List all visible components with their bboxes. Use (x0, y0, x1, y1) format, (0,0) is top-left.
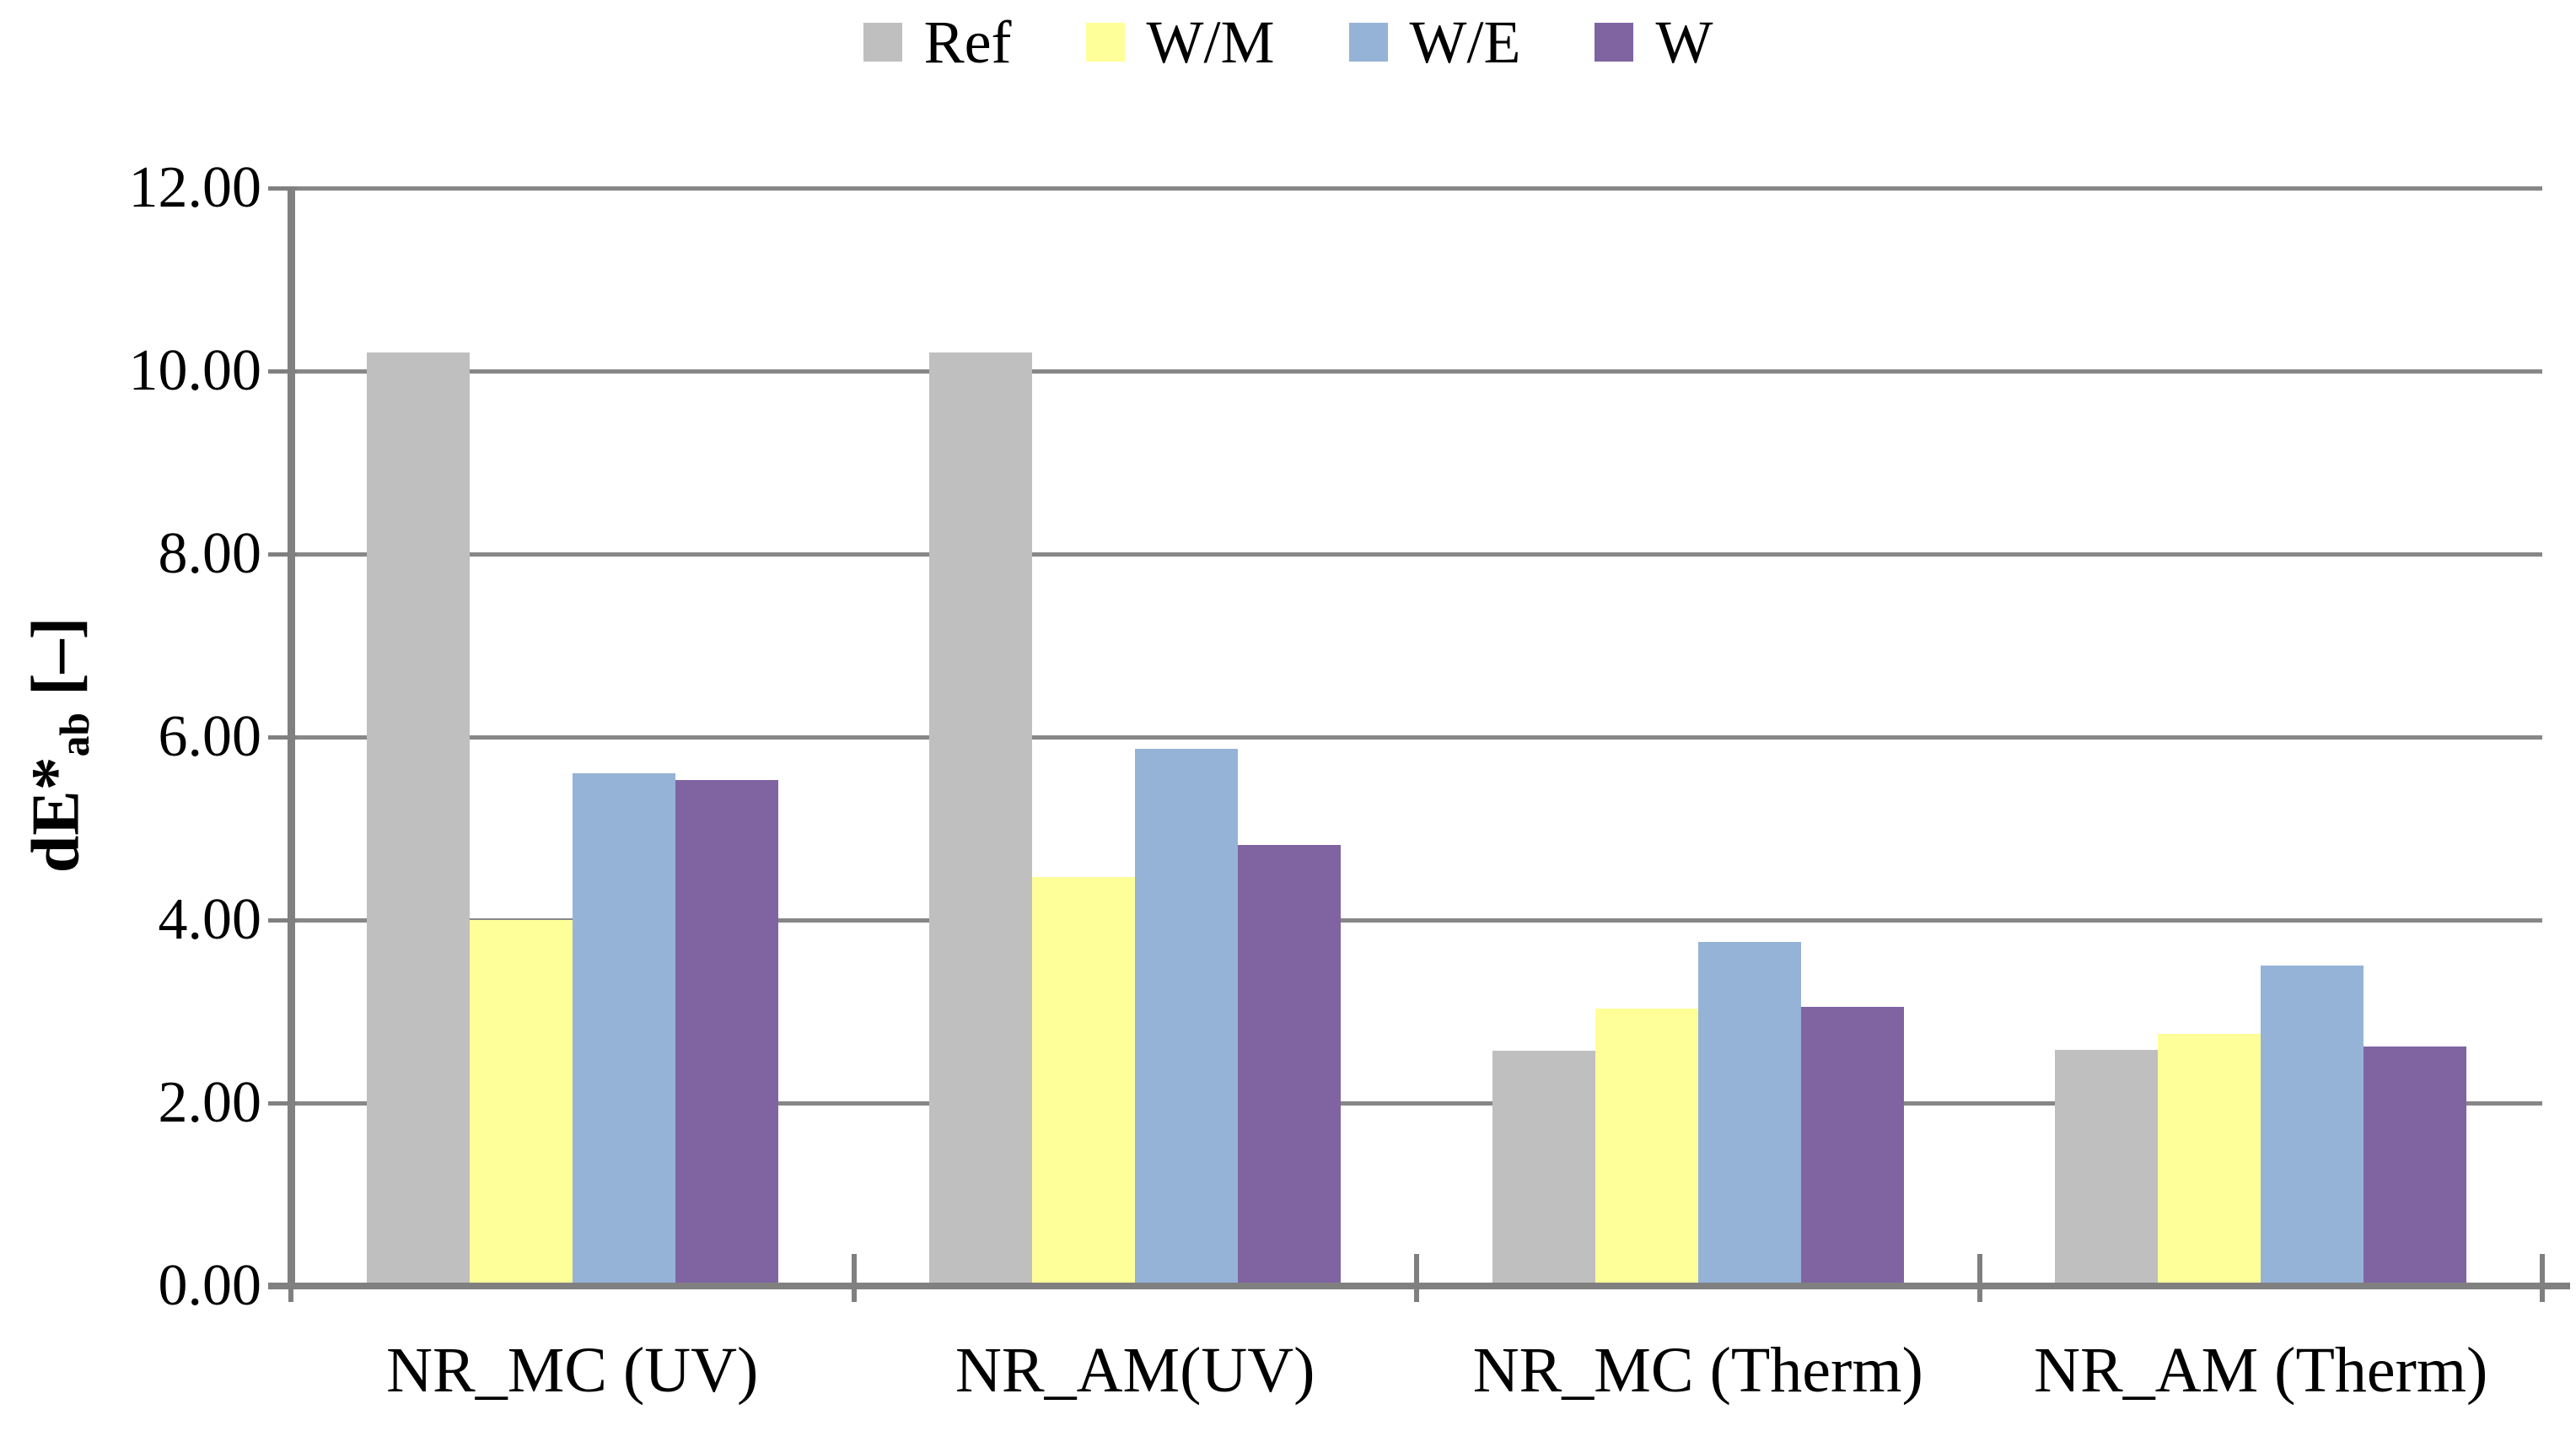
bar-WE-1 (572, 773, 675, 1286)
legend-item-WE: W/E (1348, 8, 1521, 76)
x-axis-tick (1976, 1254, 1982, 1302)
x-axis-tick (2540, 1254, 2545, 1302)
bar-W-4 (2364, 1046, 2467, 1286)
y-axis-tick-label: 8.00 (158, 521, 262, 586)
x-axis-category-label: NR_MC (UV) (386, 1335, 759, 1406)
x-axis-line (268, 1283, 2570, 1289)
legend-label: W/M (1146, 8, 1275, 76)
y-axis-tick-label: 4.00 (158, 887, 262, 952)
gridline-y-12 (291, 186, 2542, 191)
y-axis-tick (268, 552, 297, 557)
y-axis-tick (268, 1100, 297, 1106)
bar-WM-2 (1032, 877, 1136, 1286)
y-axis-tick (268, 369, 297, 374)
bar-WE-3 (1697, 942, 1801, 1286)
y-axis-tick-label: 12.00 (128, 155, 262, 220)
bar-W-1 (675, 779, 778, 1286)
chart-legend: Ref W/M W/E W (0, 12, 2576, 73)
bar-Ref-3 (1492, 1051, 1595, 1286)
y-axis-line (288, 188, 295, 1286)
bar-WM-3 (1595, 1009, 1698, 1286)
y-axis-tick (268, 186, 297, 191)
legend-swatch-icon (1348, 23, 1388, 62)
bar-Ref-4 (2055, 1050, 2159, 1286)
bar-Ref-1 (366, 352, 470, 1286)
x-axis-tick (1414, 1254, 1419, 1302)
legend-item-WM: W/M (1085, 8, 1275, 76)
legend-swatch-icon (1085, 23, 1125, 62)
gridline-y-6 (291, 734, 2542, 740)
bar-WE-2 (1135, 749, 1239, 1286)
bar-W-2 (1238, 845, 1342, 1286)
legend-swatch-icon (1595, 23, 1634, 62)
legend-label: Ref (923, 8, 1012, 76)
bar-WM-4 (2158, 1033, 2261, 1286)
legend-label: W/E (1409, 8, 1521, 76)
y-axis-tick-label: 0.00 (158, 1253, 262, 1318)
x-axis-category-label: NR_AM (Therm) (2034, 1335, 2488, 1406)
gridline-y-2 (291, 1100, 2542, 1106)
bar-Ref-2 (929, 352, 1033, 1286)
gridline-y-8 (291, 552, 2542, 557)
x-axis-category-label: NR_MC (Therm) (1472, 1335, 1923, 1406)
x-axis-category-label: NR_AM(UV) (955, 1335, 1315, 1406)
legend-swatch-icon (863, 23, 902, 62)
bar-WM-1 (469, 920, 573, 1286)
y-axis-title-base: dE* (19, 756, 94, 874)
y-axis-tick (268, 917, 297, 923)
legend-item-Ref: Ref (863, 12, 1012, 73)
bar-W-3 (1800, 1007, 1904, 1286)
y-axis-title-unit: [–] (19, 616, 94, 713)
y-axis-tick (268, 734, 297, 740)
legend-label: W (1655, 8, 1713, 76)
gridline-y-10 (291, 369, 2542, 374)
legend-item-W: W (1595, 12, 1713, 73)
x-axis-tick (851, 1254, 857, 1302)
y-axis-tick-label: 10.00 (128, 338, 262, 403)
y-axis-tick-label: 6.00 (158, 704, 262, 769)
gridline-y-4 (291, 917, 2542, 923)
bar-WE-4 (2261, 966, 2364, 1286)
y-axis-tick-label: 2.00 (158, 1070, 262, 1135)
